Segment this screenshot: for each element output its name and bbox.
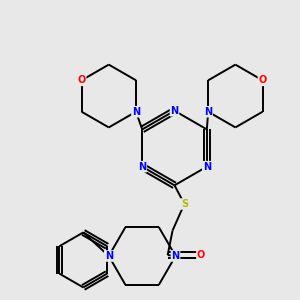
Text: N: N	[105, 251, 113, 261]
Text: N: N	[138, 162, 146, 172]
Text: N: N	[172, 251, 180, 261]
Text: O: O	[259, 75, 267, 85]
Text: N: N	[132, 107, 140, 117]
Text: N: N	[203, 162, 211, 172]
Text: N: N	[204, 107, 212, 117]
Text: O: O	[77, 75, 86, 85]
Text: N: N	[170, 106, 178, 116]
Text: O: O	[197, 250, 205, 260]
Text: S: S	[181, 199, 188, 209]
